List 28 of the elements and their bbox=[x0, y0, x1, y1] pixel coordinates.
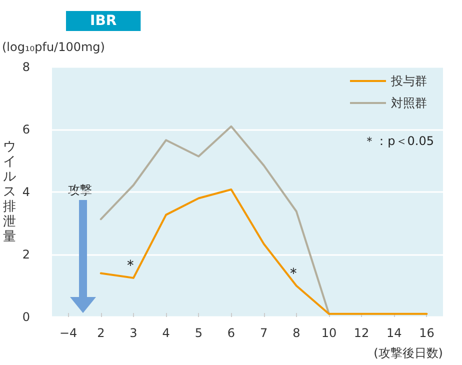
x-axis-title: (攻撃後日数) bbox=[374, 346, 443, 360]
legend-label: 対照群 bbox=[391, 96, 427, 110]
x-tick-label: 16 bbox=[419, 326, 434, 340]
x-tick-label: 3 bbox=[130, 326, 138, 340]
x-tick-label: 10 bbox=[321, 326, 337, 340]
annotation: ＊ bbox=[286, 264, 301, 282]
y-tick-label: 8 bbox=[22, 60, 30, 74]
x-tick-label: 4 bbox=[162, 326, 170, 340]
x-tick-label: 7 bbox=[260, 326, 268, 340]
y-axis-title: ウイルス排泄量 bbox=[3, 140, 16, 244]
y-tick-label: 2 bbox=[22, 248, 30, 262]
line-series bbox=[100, 188, 428, 315]
x-tick-label: 8 bbox=[292, 326, 300, 340]
legend-label: 投与群 bbox=[390, 74, 427, 88]
chart-title: IBR bbox=[90, 13, 117, 29]
x-tick-label: 6 bbox=[227, 326, 236, 340]
text: (log₁₀pfu/100mg) bbox=[2, 40, 105, 54]
y-tick-label: 6 bbox=[22, 122, 30, 136]
y-tick-label: 4 bbox=[22, 185, 30, 199]
x-tick-label: 2 bbox=[97, 326, 105, 340]
x-tick-label: 5 bbox=[194, 326, 202, 340]
line-series bbox=[100, 125, 330, 315]
x-tick-label: 12 bbox=[354, 326, 370, 340]
annotation: ＊：p＜0.05 bbox=[364, 134, 434, 148]
y-tick-label: 0 bbox=[22, 310, 30, 324]
x-tick-label: −4 bbox=[59, 326, 78, 340]
x-tick-label: 14 bbox=[386, 326, 402, 340]
annotation: ＊ bbox=[122, 256, 138, 274]
